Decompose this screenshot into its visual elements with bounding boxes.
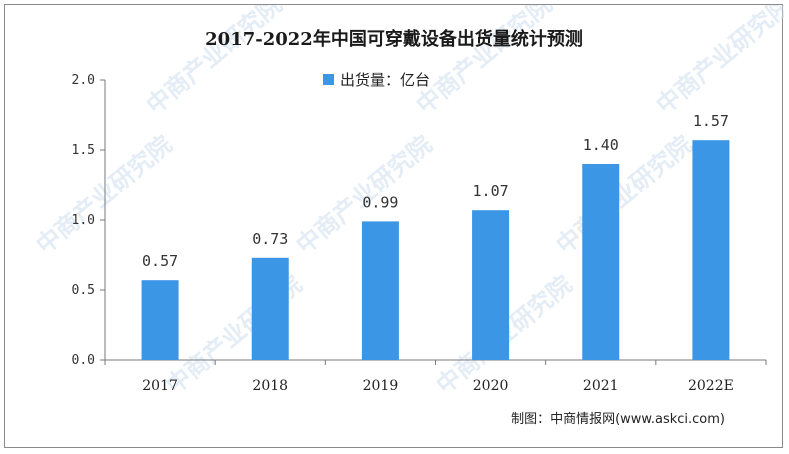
data-labels: 0.57 0.73 0.99 1.07 1.40 1.57: [142, 112, 729, 270]
data-label: 0.73: [252, 230, 288, 248]
bar-2020: [472, 210, 510, 360]
bars: [141, 140, 730, 360]
x-tick-label: 2022E: [688, 378, 734, 394]
data-label: 1.57: [693, 112, 729, 130]
data-label: 0.57: [142, 252, 178, 270]
x-tick-label: 2021: [583, 378, 619, 394]
bar-2022E: [692, 140, 730, 360]
bar-2019: [361, 221, 399, 360]
y-tick-label: 0.0: [72, 353, 95, 368]
y-tick-label: 1.5: [72, 143, 95, 158]
legend-label: 出货量：亿台: [340, 71, 430, 89]
x-tick-label: 2017: [142, 378, 178, 394]
source-credit: 制图：中商情报网(www.askci.com): [511, 412, 725, 427]
watermark-text: 中商产业研究院: [551, 130, 698, 259]
chart-title: 2017-2022年中国可穿戴设备出货量统计预测: [205, 28, 583, 50]
watermark-text: 中商产业研究院: [651, 5, 784, 120]
x-tick-label: 2020: [473, 378, 509, 394]
y-tick-label: 2.0: [72, 73, 95, 88]
legend-swatch: [323, 74, 334, 85]
bar-2021: [582, 164, 620, 360]
y-tick-label: 0.5: [72, 283, 95, 298]
y-tick-label: 1.0: [72, 213, 95, 228]
data-label: 1.07: [473, 182, 509, 200]
watermark-text: 中商产业研究院: [141, 5, 288, 120]
chart-frame: 中商产业研究院 中商产业研究院 中商产业研究院 中商产业研究院 中商产业研究院 中商产业研…: [4, 4, 784, 448]
x-tick-label: 2019: [363, 378, 399, 394]
legend: 出货量：亿台: [323, 71, 430, 89]
x-tick-label: 2018: [252, 378, 288, 394]
bar-2018: [251, 257, 289, 360]
data-label: 0.99: [362, 193, 398, 211]
data-label: 1.40: [583, 136, 619, 154]
bar-2017: [141, 280, 179, 360]
watermark-text: 中商产业研究院: [411, 5, 558, 120]
axes: 0.0 0.5 1.0 1.5 2.0 2017 2018 2019 2020 2021 2022E: [72, 73, 767, 394]
